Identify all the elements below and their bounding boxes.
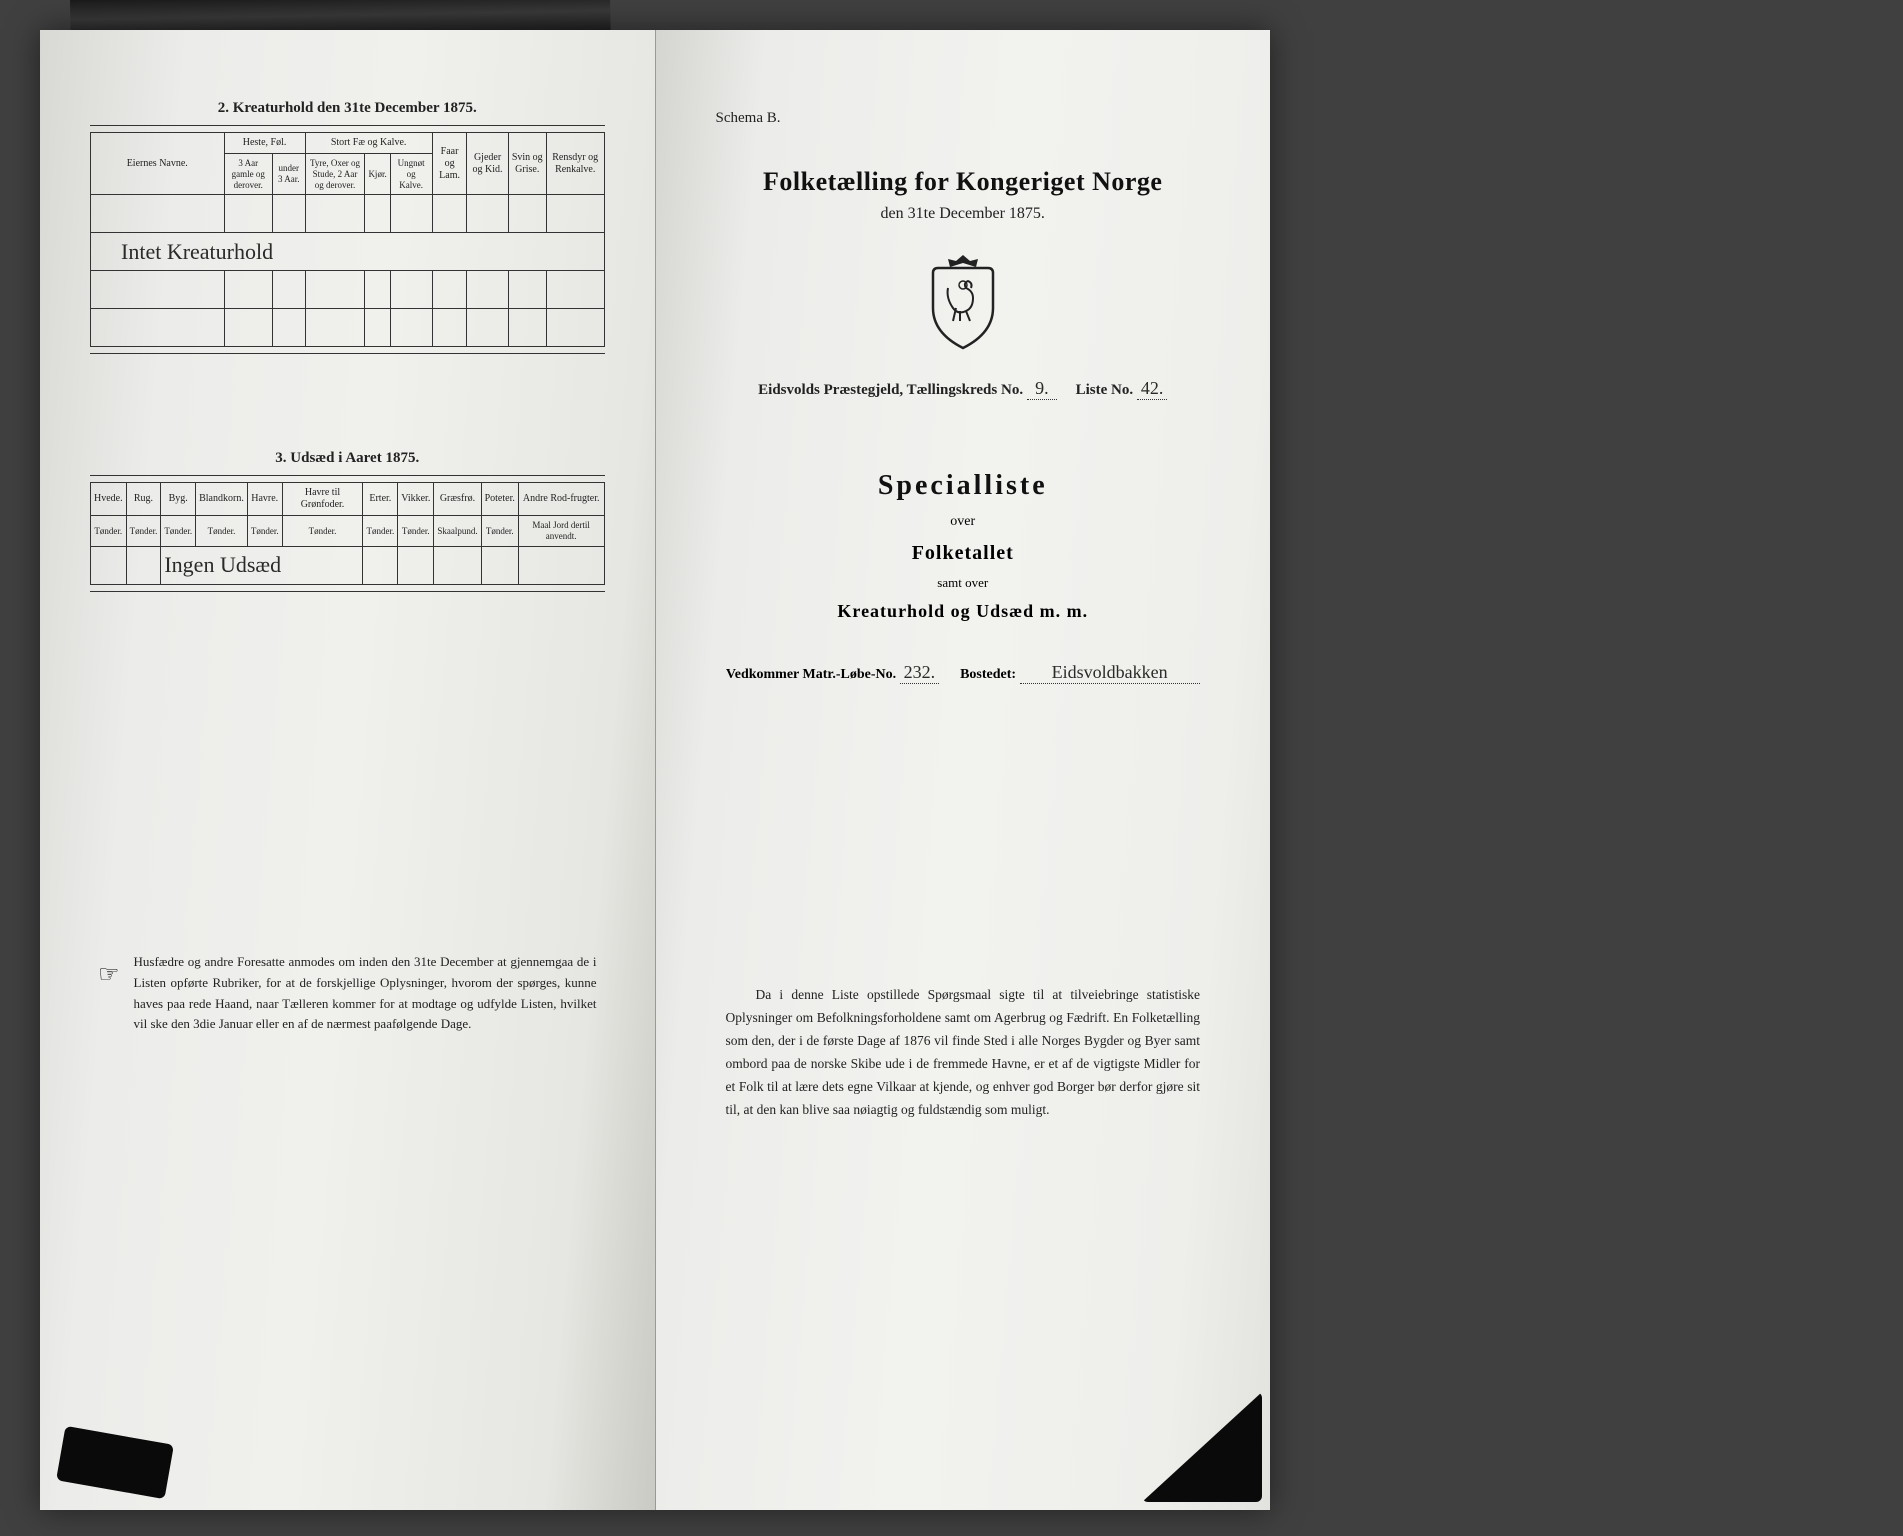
unit: Tønder. — [282, 516, 363, 547]
col-andre: Andre Rod-frugter. — [518, 483, 604, 516]
col-svin: Svin og Grise. — [508, 133, 546, 195]
right-page: Schema B. Folketælling for Kongeriget No… — [656, 30, 1271, 1510]
bosted-label: Bostedet: — [960, 667, 1016, 682]
divider — [90, 353, 605, 354]
divider — [90, 591, 605, 592]
footnote-text: Husfædre og andre Foresatte anmodes om i… — [134, 952, 597, 1035]
unit: Tønder. — [196, 516, 248, 547]
unit: Tønder. — [161, 516, 196, 547]
census-date: den 31te December 1875. — [706, 205, 1221, 223]
pointer-icon: ☞ — [98, 956, 120, 1035]
kreaturhold-table: Eiernes Navne. Heste, Føl. Stort Fæ og K… — [90, 132, 605, 347]
samt-label: samt over — [706, 575, 1221, 591]
col-havre-til: Havre til Grønfoder. — [282, 483, 363, 516]
col-vikker: Vikker. — [398, 483, 434, 516]
unit-skaal: Skaalpund. — [434, 516, 481, 547]
coat-of-arms-icon — [918, 253, 1008, 353]
vedk-no: 232. — [900, 662, 940, 684]
unit: Tønder. — [481, 516, 518, 547]
unit: Tønder. — [398, 516, 434, 547]
specialliste-title: Specialliste — [706, 470, 1221, 502]
col-rug: Rug. — [126, 483, 161, 516]
folketallet-label: Folketallet — [706, 542, 1221, 565]
parish-no: 9. — [1027, 378, 1057, 400]
col-poteter: Poteter. — [481, 483, 518, 516]
col-blandkorn: Blandkorn. — [196, 483, 248, 516]
col-erter: Erter. — [363, 483, 398, 516]
liste-no: 42. — [1137, 378, 1168, 400]
footnote-block: ☞ Husfædre og andre Foresatte anmodes om… — [90, 952, 605, 1035]
handwritten-udsaed: Ingen Udsæd — [164, 552, 281, 577]
book-spread: 2. Kreaturhold den 31te December 1875. E… — [40, 30, 1270, 1510]
clip-bottom-left — [56, 1426, 174, 1499]
col-havre: Havre. — [247, 483, 282, 516]
bosted-value: Eidsvoldbakken — [1020, 662, 1200, 684]
liste-label: Liste No. — [1076, 382, 1134, 398]
col-heste-a: 3 Aar gamle og derover. — [224, 154, 273, 195]
col-heste-group: Heste, Føl. — [224, 133, 305, 154]
col-byg: Byg. — [161, 483, 196, 516]
parish-label: Eidsvolds Præstegjeld, Tællingskreds No. — [758, 382, 1023, 398]
section3-title: 3. Udsæd i Aaret 1875. — [90, 450, 605, 467]
unit: Tønder. — [91, 516, 127, 547]
unit: Tønder. — [247, 516, 282, 547]
col-eiernes: Eiernes Navne. — [91, 133, 225, 195]
unit-maal: Maal Jord dertil anvendt. — [518, 516, 604, 547]
divider — [90, 475, 605, 476]
col-heste-b: under 3 Aar. — [273, 154, 306, 195]
col-stort-c: Ungnøt og Kalve. — [390, 154, 432, 195]
col-rensdyr: Rensdyr og Renkalve. — [546, 133, 604, 195]
schema-label: Schema B. — [716, 110, 1221, 127]
divider — [90, 125, 605, 126]
col-faar: Faar og Lam. — [432, 133, 467, 195]
over-label: over — [706, 514, 1221, 530]
unit: Tønder. — [126, 516, 161, 547]
vedkommer-line: Vedkommer Matr.-Løbe-No. 232. Bostedet: … — [706, 662, 1221, 684]
col-stort-a: Tyre, Oxer og Stude, 2 Aar og derover. — [305, 154, 365, 195]
unit: Tønder. — [363, 516, 398, 547]
col-stort-b: Kjør. — [365, 154, 390, 195]
clip-bottom-right — [1142, 1392, 1262, 1502]
body-paragraph: Da i denne Liste opstillede Spørgsmaal s… — [706, 984, 1221, 1122]
left-page: 2. Kreaturhold den 31te December 1875. E… — [40, 30, 656, 1510]
handwritten-kreatur: Intet Kreaturhold — [121, 239, 273, 264]
census-main-title: Folketælling for Kongeriget Norge — [706, 167, 1221, 197]
section2-title: 2. Kreaturhold den 31te December 1875. — [90, 100, 605, 117]
col-stort-group: Stort Fæ og Kalve. — [305, 133, 432, 154]
col-gjeder: Gjeder og Kid. — [467, 133, 508, 195]
col-graesfro: Græsfrø. — [434, 483, 481, 516]
parish-line: Eidsvolds Præstegjeld, Tællingskreds No.… — [706, 378, 1221, 400]
vedk-label: Vedkommer Matr.-Løbe-No. — [726, 667, 896, 682]
kreaturhold-label: Kreaturhold og Udsæd m. m. — [706, 601, 1221, 622]
col-hvede: Hvede. — [91, 483, 127, 516]
udsaed-table: Hvede. Rug. Byg. Blandkorn. Havre. Havre… — [90, 482, 605, 585]
